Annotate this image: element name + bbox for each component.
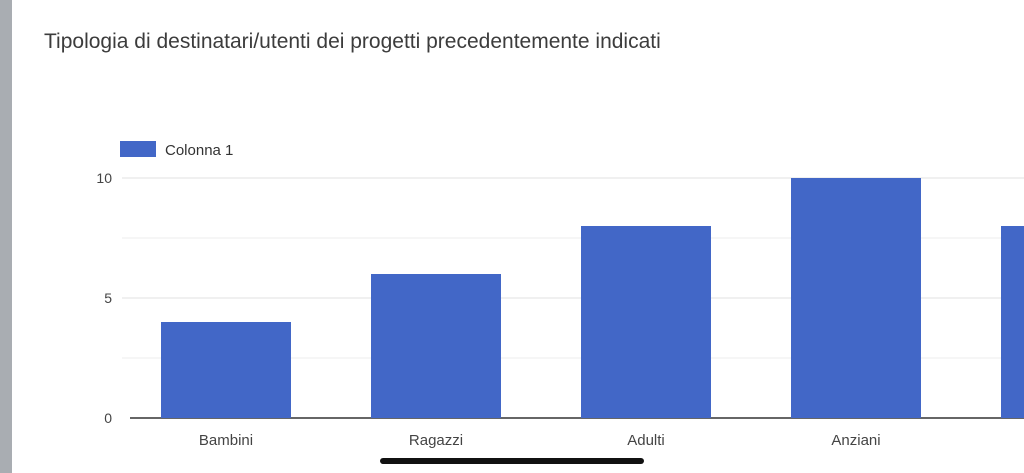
y-tick-labels: 0 5 10 <box>96 170 112 426</box>
bar-adulti <box>581 226 711 418</box>
legend-swatch <box>120 141 156 157</box>
x-tick-labels: BambiniRagazziAdultiAnzianiDive <box>199 432 881 449</box>
bars <box>161 178 1024 418</box>
bar-ragazzi <box>371 274 501 418</box>
bar-anziani <box>791 178 921 418</box>
y-tick-label: 10 <box>96 170 112 186</box>
x-tick-label: Bambini <box>199 432 253 449</box>
x-tick-label: Adulti <box>627 432 665 449</box>
bar-bambini <box>161 322 291 418</box>
x-tick-label: Ragazzi <box>409 432 463 449</box>
home-indicator-bar <box>380 458 644 464</box>
x-tick-label: Anziani <box>831 432 880 449</box>
chart-title: Tipologia di destinatari/utenti dei prog… <box>44 30 661 53</box>
bar-dive <box>1001 226 1024 418</box>
y-tick-label: 5 <box>104 290 112 306</box>
y-tick-label: 0 <box>104 410 112 426</box>
legend-label: Colonna 1 <box>165 142 233 159</box>
chart-card: Tipologia di destinatari/utenti dei prog… <box>12 0 1024 473</box>
legend: Colonna 1 <box>120 141 233 159</box>
